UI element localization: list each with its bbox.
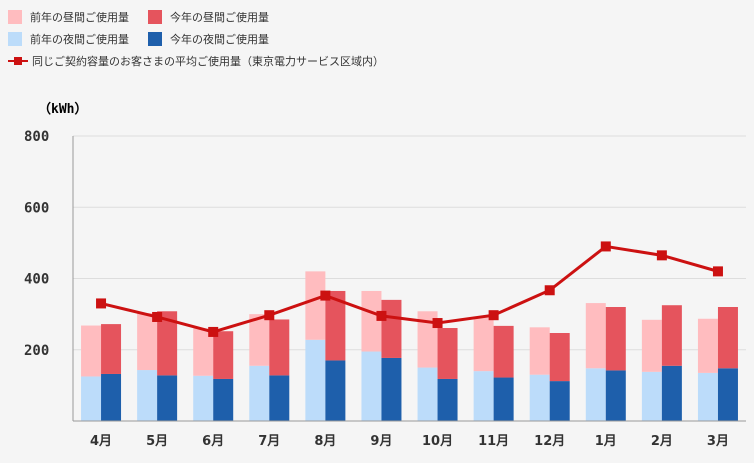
y-tick-label: 600: [24, 200, 49, 216]
bar-curr-day: [493, 325, 514, 378]
y-tick-label: 400: [24, 272, 49, 288]
bar-prev-night: [697, 372, 718, 421]
bar-prev-day: [81, 325, 102, 377]
bar-prev-day: [473, 316, 494, 372]
bar-curr-night: [437, 378, 458, 421]
bar-prev-day: [305, 271, 326, 340]
bar-curr-night: [269, 375, 290, 421]
y-tick-label: 800: [24, 129, 49, 145]
bar-curr-day: [661, 305, 682, 366]
bar-curr-night: [717, 368, 738, 421]
bar-prev-day: [529, 327, 550, 375]
x-tick-label: 8月: [314, 434, 336, 449]
bar-prev-day: [697, 318, 718, 373]
y-axis-unit-label: （kWh）: [38, 101, 87, 117]
legend-item-curr-day: 今年の昼間ご使用量: [148, 10, 288, 24]
bar-curr-day: [717, 307, 738, 369]
bar-prev-night: [585, 368, 606, 421]
bar-curr-day: [157, 311, 178, 376]
x-tick-label: 9月: [370, 434, 392, 449]
bar-prev-day: [361, 290, 382, 352]
bar-prev-night: [361, 351, 382, 421]
x-tick-label: 11月: [478, 434, 509, 449]
average-line-marker: [320, 290, 331, 301]
bar-prev-day: [137, 313, 158, 371]
bar-prev-night: [81, 376, 102, 421]
bar-prev-night: [417, 367, 438, 421]
x-tick-label: 7月: [258, 434, 280, 449]
bar-prev-night: [529, 374, 550, 421]
x-axis-ticks: 4月 5月 6月 7月 8月 9月 10月 11月 12月 1月 2月 3月: [90, 434, 729, 449]
average-line-marker: [96, 298, 107, 309]
x-tick-label: 5月: [146, 434, 168, 449]
legend-item-prev-night: 前年の夜間ご使用量: [8, 32, 148, 46]
bar-curr-night: [157, 375, 178, 421]
bar-prev-day: [249, 314, 270, 366]
bar-curr-night: [101, 373, 122, 421]
legend-item-prev-day: 前年の昼間ご使用量: [8, 10, 148, 24]
average-line-marker: [544, 285, 555, 296]
average-line-marker: [208, 326, 219, 337]
legend-swatch-curr-night: [148, 32, 162, 46]
legend-label-prev-day: 前年の昼間ご使用量: [30, 10, 129, 24]
x-tick-label: 2月: [651, 434, 673, 449]
bar-prev-day: [641, 319, 662, 372]
bar-series: [81, 271, 738, 421]
bar-curr-day: [325, 290, 346, 361]
bar-curr-night: [661, 365, 682, 421]
average-line-marker: [656, 250, 667, 261]
bar-prev-day: [193, 328, 214, 376]
legend-label-prev-night: 前年の夜間ご使用量: [30, 32, 129, 46]
bar-curr-day: [269, 319, 290, 376]
bar-curr-day: [101, 324, 122, 374]
legend-label-curr-day: 今年の昼間ご使用量: [170, 10, 269, 24]
chart-legend: 前年の昼間ご使用量 今年の昼間ご使用量 前年の夜間ご使用量 今年の夜間ご使用量 …: [8, 6, 384, 72]
legend-swatch-prev-night: [8, 32, 22, 46]
x-tick-label: 6月: [202, 434, 224, 449]
legend-item-curr-night: 今年の夜間ご使用量: [148, 32, 288, 46]
x-tick-label: 1月: [595, 434, 617, 449]
legend-item-avg: 同じご契約容量のお客さまの平均ご使用量（東京電力サービス区域内）: [8, 54, 384, 68]
bar-prev-night: [473, 371, 494, 421]
y-axis-ticks: 200 400 600 800: [24, 129, 49, 359]
bar-curr-night: [381, 357, 402, 421]
bar-curr-day: [381, 299, 402, 358]
grid-lines: [73, 135, 746, 351]
bar-curr-day: [549, 333, 570, 382]
average-line-marker: [712, 266, 723, 277]
legend-swatch-curr-day: [148, 10, 162, 24]
average-line-marker: [264, 310, 275, 321]
average-line: [100, 244, 719, 334]
average-line-marker: [376, 310, 387, 321]
average-line-marker: [488, 310, 499, 321]
x-tick-label: 10月: [422, 434, 453, 449]
x-tick-label: 12月: [534, 434, 565, 449]
bar-prev-night: [305, 339, 326, 421]
legend-swatch-prev-day: [8, 10, 22, 24]
bar-curr-night: [605, 370, 626, 421]
legend-label-avg: 同じご契約容量のお客さまの平均ご使用量（東京電力サービス区域内）: [32, 54, 384, 68]
bar-prev-night: [249, 365, 270, 421]
bar-curr-day: [437, 328, 458, 379]
x-tick-label: 4月: [90, 434, 112, 449]
bar-curr-night: [493, 377, 514, 421]
bar-prev-night: [137, 370, 158, 421]
bar-prev-night: [193, 375, 214, 421]
bar-prev-day: [585, 303, 606, 369]
legend-label-curr-night: 今年の夜間ご使用量: [170, 32, 269, 46]
y-tick-label: 200: [24, 343, 49, 359]
average-line-marker: [600, 241, 611, 252]
bar-curr-night: [213, 378, 234, 421]
bar-curr-night: [549, 381, 570, 421]
bar-curr-day: [213, 331, 234, 379]
average-line-marker: [432, 318, 443, 329]
bar-curr-night: [325, 360, 346, 421]
bar-curr-day: [605, 307, 626, 371]
average-line-marker: [152, 311, 163, 322]
average-line-series: [96, 241, 723, 337]
x-tick-label: 3月: [707, 434, 729, 449]
legend-line-marker-icon: [8, 54, 28, 68]
bar-prev-night: [641, 371, 662, 421]
